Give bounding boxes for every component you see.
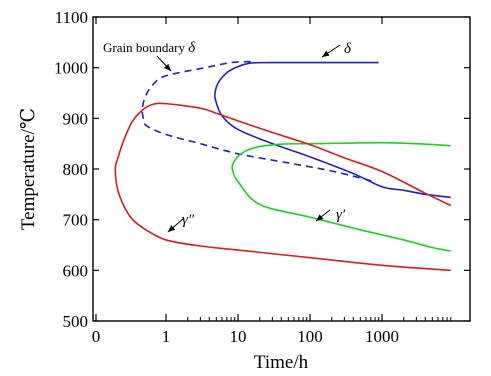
axis-ticks: 500 600 700 800 900 1000 1100 0 1 10 100 1000 (54, 8, 470, 346)
gamma-double-prime-arrow-head (168, 225, 176, 232)
x-tick-label: 10 (230, 327, 247, 346)
y-tick-label: 500 (63, 312, 89, 331)
series-line-gamma-double-prime (114, 102, 452, 272)
x-axis-title: Time/h (254, 352, 309, 373)
y-tick-label: 600 (63, 261, 89, 280)
x-tick-label: 1000 (365, 327, 399, 346)
gamma-prime-label: γ′ (336, 207, 346, 223)
x-tick-label: 1 (162, 327, 171, 346)
series-line-delta (213, 61, 451, 199)
gamma-double-prime-label: γ″ (182, 212, 195, 228)
series-line-gamma-prime (231, 141, 451, 252)
grain-boundary-arrow-head (164, 63, 171, 71)
y-tick-label: 700 (63, 211, 89, 230)
y-axis-title: Temperature/℃ (18, 108, 39, 230)
grain-boundary-delta-label: Grain boundary δ (103, 40, 196, 56)
y-tick-label: 1000 (54, 59, 88, 78)
series-line-grain-boundary-delta (141, 60, 376, 183)
delta-arrow-head (322, 50, 330, 57)
gamma-prime-arrow-head (316, 214, 324, 221)
y-tick-label: 1100 (55, 8, 88, 27)
x-tick-label: 100 (297, 327, 323, 346)
annotation-arrows (156, 44, 341, 233)
y-tick-label: 900 (63, 109, 89, 128)
series-group (114, 60, 452, 272)
delta-label: δ (344, 41, 352, 57)
y-tick-label: 800 (63, 160, 89, 179)
x-tick-label: 0 (92, 327, 101, 346)
